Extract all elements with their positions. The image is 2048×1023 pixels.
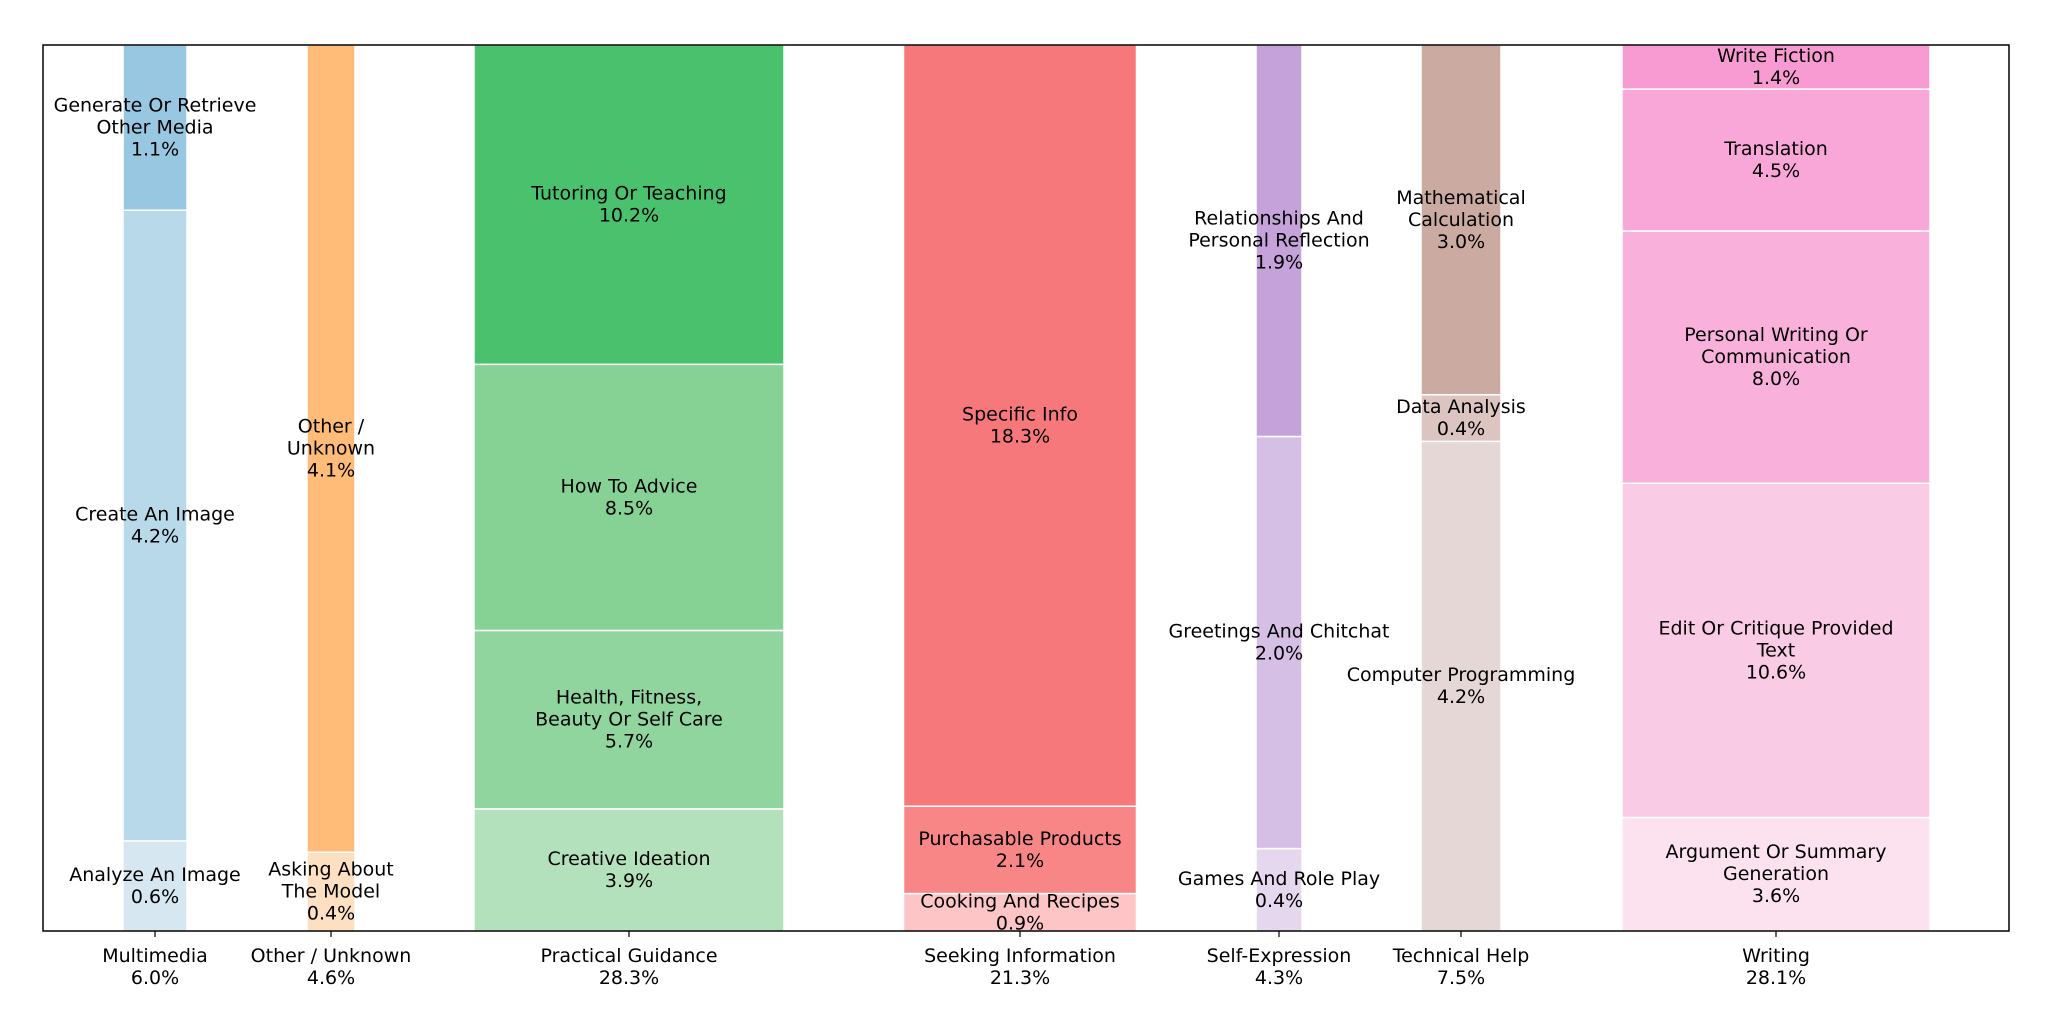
segment-label-specific-info: Specific Info 18.3%: [962, 404, 1078, 448]
bar-segment-seeking-information-purchasable-products: [902, 805, 1138, 895]
segment-label-write-fiction: Write Fiction 1.4%: [1717, 45, 1835, 89]
segment-label-other-unknown: Other / Unknown 4.1%: [287, 416, 375, 482]
bar-segment-technical-help-mathematical-calculation: [1420, 44, 1502, 396]
segment-label-purchasable-products: Purchasable Products 2.1%: [918, 828, 1121, 872]
segment-label-data-analysis: Data Analysis 0.4%: [1396, 396, 1526, 440]
x-tick-label-multimedia: Multimedia 6.0%: [102, 945, 208, 989]
bar-segment-seeking-information-cooking-and-recipes: [902, 892, 1138, 932]
x-tick-label-writing: Writing 28.1%: [1742, 945, 1810, 989]
segment-label-analyze-an-image: Analyze An Image 0.6%: [69, 864, 241, 908]
bar-segment-writing-personal-writing-or-communication: [1621, 230, 1931, 485]
bar-segment-self-expression-relationships-and-personal-reflection: [1255, 44, 1303, 438]
bar-segment-writing-edit-or-critique-provided-text: [1621, 482, 1931, 819]
segment-label-games-and-role-play: Games And Role Play 0.4%: [1178, 868, 1380, 912]
bars-layer: [122, 44, 1931, 932]
x-tick-label-self-expression: Self-Expression 4.3%: [1207, 945, 1352, 989]
bar-segment-technical-help-computer-programming: [1420, 440, 1502, 932]
bar-segment-writing-write-fiction: [1621, 44, 1931, 90]
bar-segment-other-unknown-asking-about-the-model: [306, 851, 356, 932]
x-tick-label-seeking-information: Seeking Information 21.3%: [924, 945, 1116, 989]
segment-label-edit-or-critique-provided-text: Edit Or Critique Provided Text 10.6%: [1658, 617, 1893, 683]
segment-label-computer-programming: Computer Programming 4.2%: [1347, 664, 1576, 708]
segment-label-greetings-and-chitchat: Greetings And Chitchat 2.0%: [1168, 621, 1389, 665]
segment-label-creative-ideation: Creative Ideation 3.9%: [547, 848, 710, 892]
segment-label-relationships-and-personal-reflection: Relationships And Personal Reflection 1.9%: [1188, 208, 1369, 274]
bar-segment-technical-help-data-analysis: [1420, 393, 1502, 443]
segment-label-create-an-image: Create An Image 4.2%: [75, 504, 235, 548]
plot-frame: [42, 44, 2010, 932]
bar-segment-practical-guidance-health-fitness-beauty-or-self-care: [473, 629, 785, 810]
segment-label-how-to-advice: How To Advice 8.5%: [561, 475, 698, 519]
x-tick-label-other-unknown: Other / Unknown 4.6%: [251, 945, 412, 989]
segment-labels-layer: Analyze An Image 0.6% Create An Image 4.2% G…: [54, 45, 1894, 934]
segment-label-personal-writing-or-communication: Personal Writing Or Communication 8.0%: [1684, 324, 1868, 390]
bar-segment-multimedia-create-an-image: [122, 209, 188, 842]
bar-segment-practical-guidance-creative-ideation: [473, 808, 785, 932]
segment-label-tutoring-or-teaching: Tutoring Or Teaching 10.2%: [530, 183, 726, 227]
bar-segment-seeking-information-specific-info: [902, 44, 1138, 807]
segment-label-health-fitness-beauty-or-self-care: Health, Fitness, Beauty Or Self Care 5.7%: [535, 687, 723, 753]
x-tick-label-practical-guidance: Practical Guidance 28.3%: [540, 945, 717, 989]
segment-label-generate-or-retrieve-other-media: Generate Or Retrieve Other Media 1.1%: [54, 95, 257, 161]
x-tick-label-technical-help: Technical Help 7.5%: [1392, 945, 1530, 989]
bar-segment-writing-argument-or-summary-generation: [1621, 816, 1931, 932]
bar-segment-practical-guidance-tutoring-or-teaching: [473, 44, 785, 366]
segment-label-mathematical-calculation: Mathematical Calculation 3.0%: [1396, 187, 1525, 253]
segment-label-translation: Translation 4.5%: [1723, 138, 1828, 182]
bar-segment-practical-guidance-how-to-advice: [473, 363, 785, 632]
x-ticks-layer: Multimedia 6.0% Other / Unknown 4.6% Practic…: [102, 931, 1810, 989]
bar-segment-multimedia-analyze-an-image: [122, 840, 188, 932]
segment-label-cooking-and-recipes: Cooking And Recipes 0.9%: [920, 890, 1120, 934]
bar-segment-other-unknown-other-unknown: [306, 44, 356, 853]
segment-label-asking-about-the-model: Asking About The Model 0.4%: [268, 859, 394, 925]
segment-label-argument-or-summary-generation: Argument Or Summary Generation 3.6%: [1666, 841, 1887, 907]
